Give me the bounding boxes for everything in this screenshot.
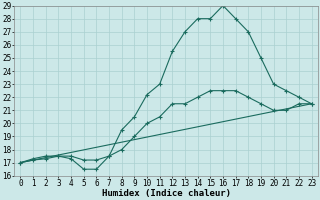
X-axis label: Humidex (Indice chaleur): Humidex (Indice chaleur) bbox=[101, 189, 230, 198]
